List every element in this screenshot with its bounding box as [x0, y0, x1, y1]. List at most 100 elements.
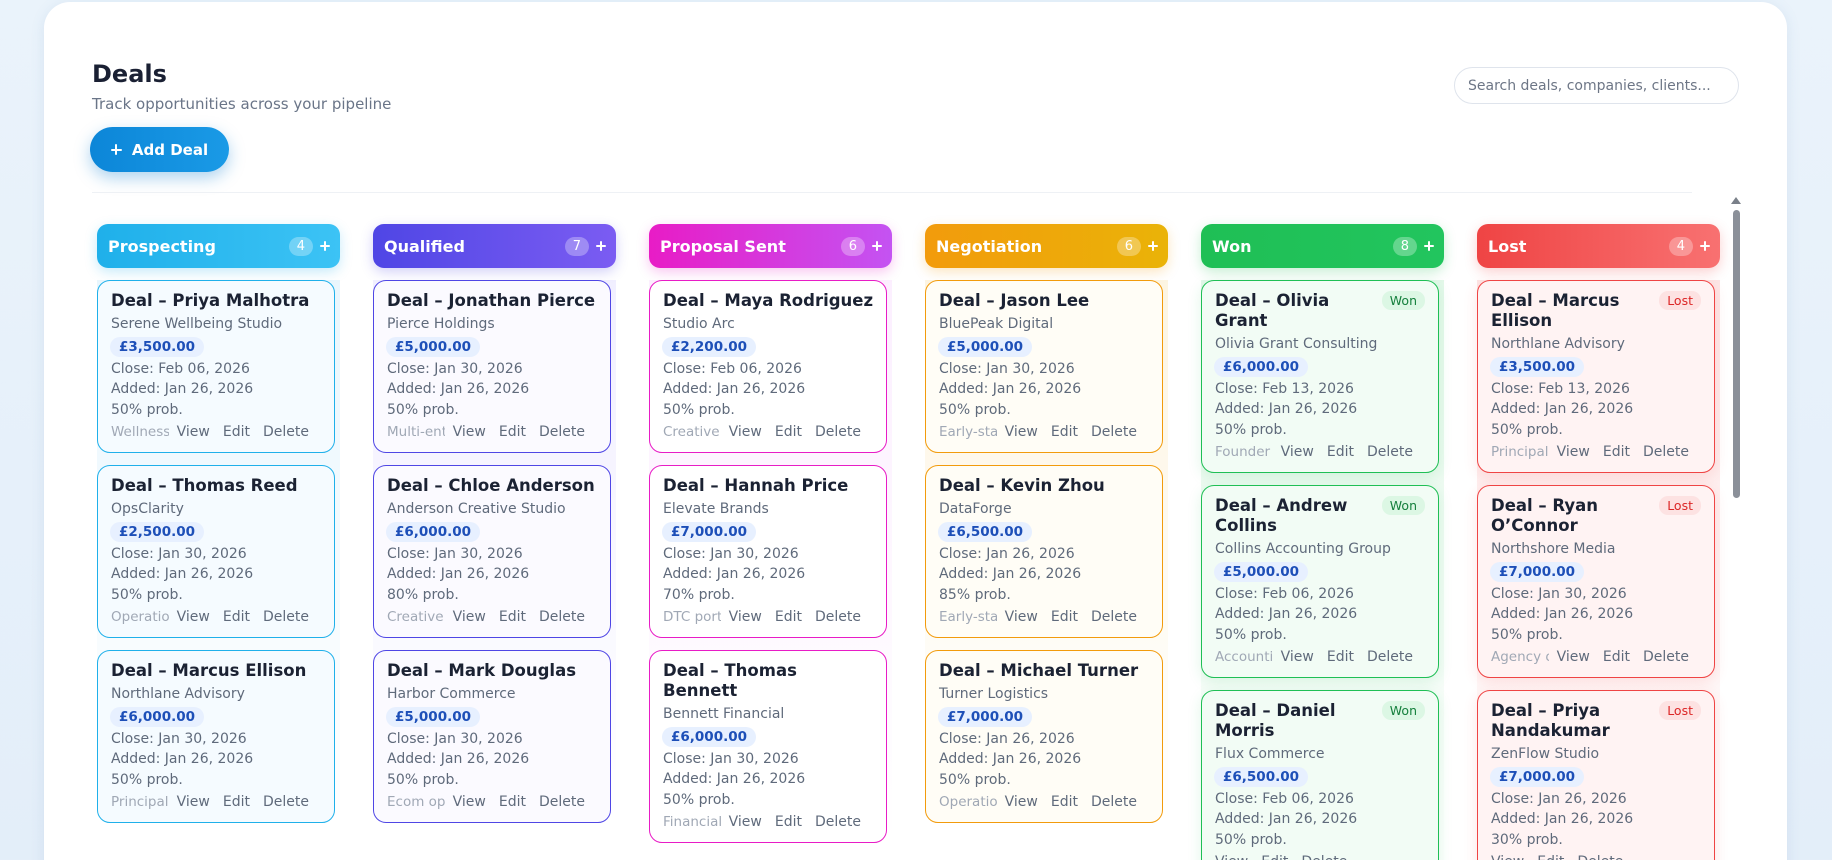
add-to-stage[interactable] [872, 241, 882, 251]
action-1[interactable]: Edit [774, 814, 802, 830]
action-1[interactable]: Edit [1602, 444, 1630, 460]
added-date: Added: Jan 26, 2026 [663, 566, 806, 582]
action-1[interactable]: Edit [774, 609, 802, 625]
action-2[interactable]: Delete [539, 424, 585, 440]
action-2[interactable]: Delete [1643, 649, 1689, 665]
action-0[interactable]: View [176, 794, 210, 810]
company: Collins Accounting Group [1215, 541, 1391, 557]
add-deal-label: Add Deal [131, 140, 209, 159]
action-0[interactable]: View [1556, 444, 1590, 460]
deal-card[interactable]: Deal – Marcus Ellison Northlane Advisory £… [97, 650, 335, 823]
action-0[interactable]: View [452, 794, 486, 810]
action-1[interactable]: Edit [222, 424, 250, 440]
action-2[interactable]: Delete [1577, 854, 1623, 860]
action-0[interactable]: View [1004, 609, 1038, 625]
action-2[interactable]: Delete [1301, 854, 1347, 860]
deal-card[interactable]: Deal – Thomas Bennett Bennett Financial £6… [649, 650, 887, 843]
action-2[interactable]: Delete [539, 794, 585, 810]
action-0[interactable]: View [728, 609, 762, 625]
deal-card[interactable]: Deal – Kevin Zhou DataForge £6,500.00 Close… [925, 465, 1163, 638]
company: Turner Logistics [939, 686, 1049, 702]
action-0[interactable]: View [728, 814, 762, 830]
action-0[interactable]: View [1491, 854, 1524, 860]
plus-icon [110, 144, 122, 155]
action-2[interactable]: Delete [1091, 424, 1137, 440]
added-date: Added: Jan 26, 2026 [939, 751, 1082, 767]
close-date: Close: Jan 30, 2026 [939, 360, 1075, 377]
deal-card[interactable]: Deal – Mark Douglas Harbor Commerce £5,000… [373, 650, 611, 823]
action-0[interactable]: View [452, 609, 486, 625]
deal-card[interactable]: Deal – Thomas Reed OpsClarity £2,500.00 Clo… [97, 465, 335, 638]
deal-card[interactable]: Deal – Michael Turner Turner Logistics £7,… [925, 650, 1163, 823]
add-deal-button[interactable]: Add Deal [90, 127, 229, 172]
add-to-stage[interactable] [1148, 241, 1158, 251]
action-2[interactable]: Delete [1643, 444, 1689, 460]
action-1[interactable]: Edit [1326, 444, 1354, 460]
action-2[interactable]: Delete [263, 424, 309, 440]
scrollbar[interactable] [1733, 210, 1740, 498]
action-2[interactable]: Delete [263, 794, 309, 810]
deal-card[interactable]: Deal – Marcus Ellison Lost Northlane Advis… [1477, 280, 1715, 473]
add-to-stage[interactable] [596, 241, 606, 251]
action-2[interactable]: Delete [1367, 649, 1413, 665]
deal-card[interactable]: Deal – Hannah Price Elevate Brands £7,000.… [649, 465, 887, 638]
action-1[interactable]: Edit [222, 609, 250, 625]
deal-card[interactable]: Deal – Priya Nandakumar Lost ZenFlow Studi… [1477, 690, 1715, 860]
deal-card[interactable]: Deal – Daniel Morris Won Flux Commerce £6,5… [1201, 690, 1439, 860]
close-date: Close: Feb 06, 2026 [663, 360, 802, 377]
action-0[interactable]: View [1280, 444, 1314, 460]
action-2[interactable]: Delete [1091, 609, 1137, 625]
action-1[interactable]: Edit [498, 424, 526, 440]
amount: £7,000.00 [662, 521, 757, 542]
close-date: Close: Feb 13, 2026 [1491, 380, 1630, 397]
deal-card[interactable]: Deal – Priya Malhotra Serene Wellbeing St… [97, 280, 335, 453]
action-0[interactable]: View [176, 609, 210, 625]
action-0[interactable]: View [728, 424, 762, 440]
deal-card[interactable]: Deal – Chloe Anderson Anderson Creative S… [373, 465, 611, 638]
action-0[interactable]: View [1215, 854, 1248, 860]
action-1[interactable]: Edit [1602, 649, 1630, 665]
action-0[interactable]: View [1004, 794, 1038, 810]
deal-card[interactable]: Deal – Olivia Grant Won Olivia Grant Consu… [1201, 280, 1439, 473]
note: Principal ... [1491, 444, 1549, 460]
added-date: Added: Jan 26, 2026 [663, 771, 806, 787]
action-2[interactable]: Delete [539, 609, 585, 625]
action-1[interactable]: Edit [1326, 649, 1354, 665]
action-1[interactable]: Edit [1050, 794, 1078, 810]
action-1[interactable]: Edit [1050, 424, 1078, 440]
action-1[interactable]: Edit [498, 609, 526, 625]
action-2[interactable]: Delete [815, 814, 861, 830]
action-0[interactable]: View [176, 424, 210, 440]
action-1[interactable]: Edit [498, 794, 526, 810]
action-2[interactable]: Delete [263, 609, 309, 625]
deal-card[interactable]: Deal – Maya Rodriguez Studio Arc £2,200.00… [649, 280, 887, 453]
search-input[interactable]: Search deals, companies, clients... [1454, 67, 1739, 104]
scroll-up[interactable] [1731, 197, 1741, 204]
action-0[interactable]: View [1556, 649, 1590, 665]
action-2[interactable]: Delete [1091, 794, 1137, 810]
deal-card[interactable]: Deal – Ryan O’Connor Lost Northshore Media… [1477, 485, 1715, 678]
action-1[interactable]: Edit [774, 424, 802, 440]
deal-card[interactable]: Deal – Jason Lee BluePeak Digital £5,000.0… [925, 280, 1163, 453]
close-date: Close: Jan 30, 2026 [663, 545, 799, 562]
company: Bennett Financial [663, 706, 785, 722]
action-0[interactable]: View [452, 424, 486, 440]
action-0[interactable]: View [1280, 649, 1314, 665]
action-2[interactable]: Delete [1367, 444, 1413, 460]
action-0[interactable]: View [1004, 424, 1038, 440]
add-to-stage[interactable] [1424, 241, 1434, 251]
card-actions: Ecom ope... View Edit Delete [387, 794, 598, 810]
action-1[interactable]: Edit [1537, 854, 1564, 860]
deal-card[interactable]: Deal – Jonathan Pierce Pierce Holdings £5,… [373, 280, 611, 453]
action-1[interactable]: Edit [1261, 854, 1288, 860]
amount: £5,000.00 [938, 336, 1033, 357]
action-1[interactable]: Edit [222, 794, 250, 810]
add-to-stage[interactable] [320, 241, 330, 251]
deal-card[interactable]: Deal – Andrew Collins Won Collins Accounti… [1201, 485, 1439, 678]
close-date: Close: Jan 30, 2026 [387, 360, 523, 377]
action-2[interactable]: Delete [815, 609, 861, 625]
amount: £5,000.00 [386, 706, 481, 727]
action-2[interactable]: Delete [815, 424, 861, 440]
add-to-stage[interactable] [1700, 241, 1710, 251]
action-1[interactable]: Edit [1050, 609, 1078, 625]
